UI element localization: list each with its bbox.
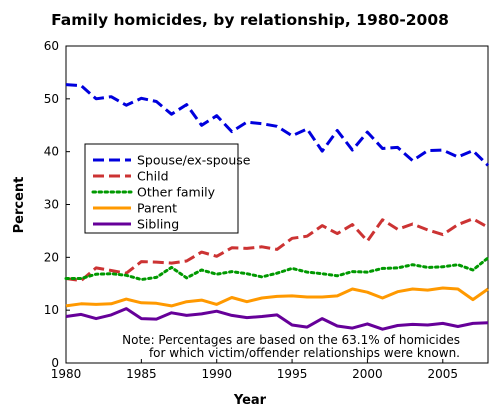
legend-label-3: Other family [137,185,216,200]
x-tick-label: 1980 [51,367,82,381]
legend-label-5: Sibling [137,217,179,232]
series-line-3 [64,256,490,281]
series-line-4 [65,286,489,308]
legend-label-2: Child [137,169,169,184]
series-line-1 [65,83,490,167]
footnote-line-2: for which victim/offender relationships … [149,346,460,360]
legend-label-4: Parent [137,201,177,216]
x-axis-label: Year [233,393,267,408]
legend-label-1: Spouse/ex-spouse [137,153,251,168]
y-tick-label: 10 [44,303,59,317]
x-tick-label: 2000 [352,367,383,381]
y-tick-label: 40 [44,145,59,159]
y-tick-label: 0 [51,356,59,370]
x-tick-label: 1985 [126,367,157,381]
y-tick-label: 30 [44,198,59,212]
y-tick-label: 50 [44,92,59,106]
y-tick-label: 20 [44,250,59,264]
series-line-2 [65,217,489,283]
plot-area: 0 10 20 30 40 50 60 1980 1985 1990 1995 2000 2005 [44,39,490,381]
x-tick-label: 1995 [277,367,308,381]
chart-title: Family homicides, by relationship, 1980-… [51,11,449,29]
x-tick-label: 1990 [201,367,232,381]
series-line-5 [65,307,489,331]
y-tick-label: 60 [44,39,59,53]
y-axis-label: Percent [12,177,27,234]
footnote-line-1: Note: Percentages are based on the 63.1%… [122,333,460,347]
x-tick-label: 2005 [428,367,459,381]
